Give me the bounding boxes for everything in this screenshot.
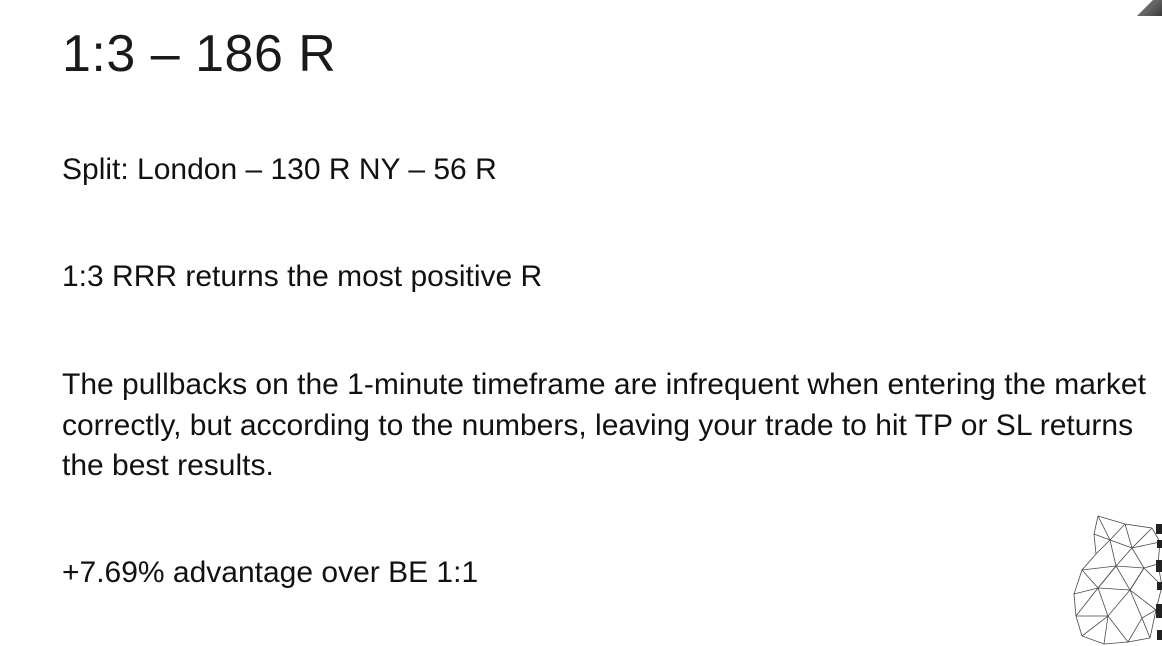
polygon-head-logo-icon [1070, 512, 1162, 646]
slide-title: 1:3 – 186 R [62, 25, 337, 83]
split-summary: Split: London – 130 R NY – 56 R [62, 153, 497, 186]
advantage-summary: +7.69% advantage over BE 1:1 [62, 556, 479, 589]
corner-image-fragment [1132, 0, 1162, 16]
pullback-paragraph: The pullbacks on the 1-minute timeframe … [62, 368, 1146, 482]
rrr-summary: 1:3 RRR returns the most positive R [62, 260, 543, 293]
